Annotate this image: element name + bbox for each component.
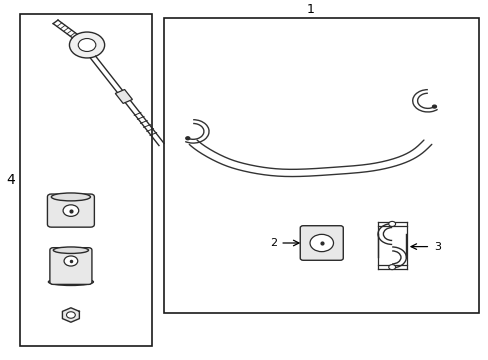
Text: 2: 2 <box>269 238 276 248</box>
FancyBboxPatch shape <box>50 248 92 284</box>
Ellipse shape <box>51 193 90 201</box>
Circle shape <box>78 39 96 51</box>
Text: 4: 4 <box>6 173 15 187</box>
Text: 3: 3 <box>433 242 440 252</box>
Ellipse shape <box>48 278 93 285</box>
Bar <box>163 18 478 313</box>
FancyBboxPatch shape <box>300 226 343 260</box>
Ellipse shape <box>53 247 88 253</box>
Polygon shape <box>62 308 79 322</box>
Circle shape <box>388 221 395 226</box>
Text: 1: 1 <box>306 3 314 15</box>
Circle shape <box>388 265 395 270</box>
Circle shape <box>66 312 75 318</box>
Circle shape <box>63 205 79 216</box>
FancyBboxPatch shape <box>47 194 94 227</box>
Circle shape <box>185 137 189 140</box>
Bar <box>20 14 151 346</box>
Circle shape <box>309 234 333 252</box>
Circle shape <box>431 105 435 108</box>
Bar <box>115 90 132 103</box>
Circle shape <box>64 256 78 266</box>
Circle shape <box>69 32 104 58</box>
